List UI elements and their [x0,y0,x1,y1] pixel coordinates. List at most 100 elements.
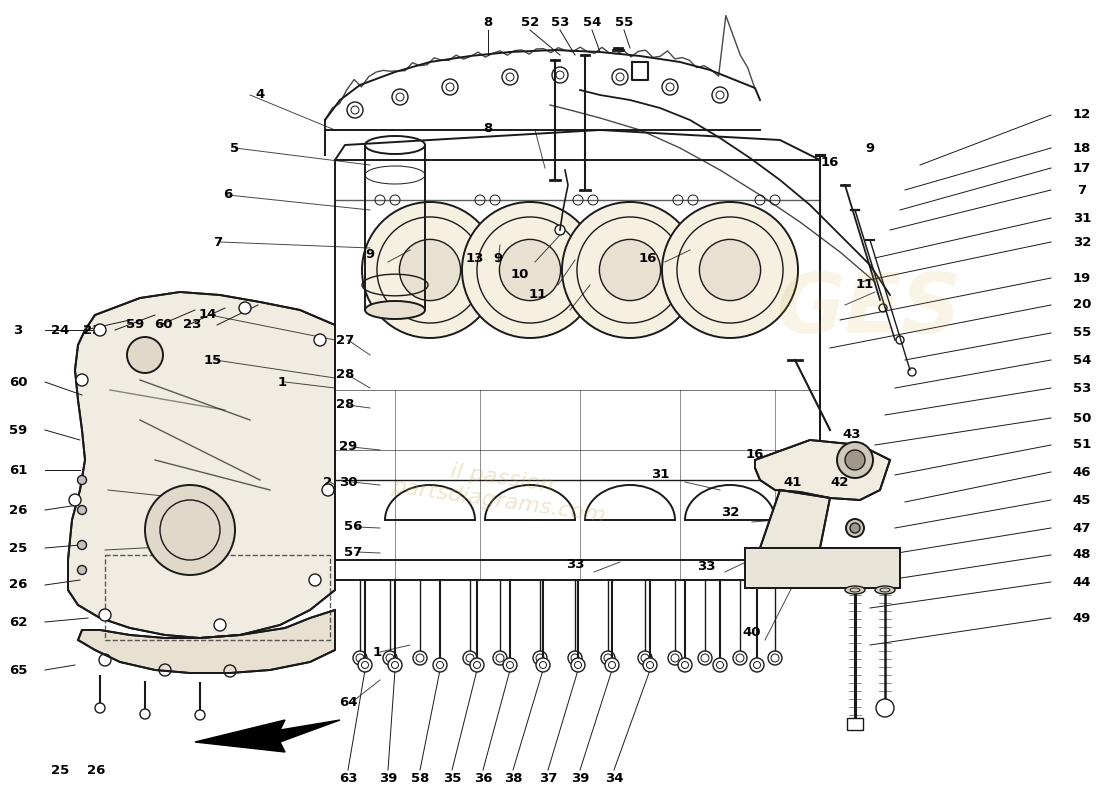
Text: 18: 18 [1072,142,1091,154]
Circle shape [896,336,904,344]
Circle shape [668,651,682,665]
Circle shape [733,651,747,665]
Circle shape [499,239,561,301]
Circle shape [76,374,88,386]
Circle shape [662,202,798,338]
Circle shape [388,658,401,672]
Text: GES: GES [778,270,962,350]
Circle shape [562,202,698,338]
Text: 1: 1 [373,646,382,658]
Text: 30: 30 [339,475,358,489]
Circle shape [750,658,764,672]
Text: 45: 45 [1072,494,1091,506]
Circle shape [383,651,397,665]
Text: 3: 3 [13,323,23,337]
Text: 62: 62 [9,615,28,629]
Text: 14: 14 [199,309,217,322]
Circle shape [463,651,477,665]
Circle shape [140,709,150,719]
Circle shape [568,651,582,665]
Polygon shape [68,292,336,638]
Text: 16: 16 [746,449,764,462]
Polygon shape [760,490,830,548]
Text: 59: 59 [125,318,144,331]
Circle shape [600,239,661,301]
Text: 41: 41 [784,477,802,490]
Text: 43: 43 [843,429,861,442]
Text: 37: 37 [539,771,558,785]
Circle shape [700,239,760,301]
Text: 56: 56 [344,521,362,534]
Circle shape [462,202,598,338]
Circle shape [837,442,873,478]
Circle shape [362,202,498,338]
Text: 54: 54 [583,15,602,29]
Text: 33: 33 [565,558,584,571]
Text: 25: 25 [51,763,69,777]
Circle shape [534,651,547,665]
Text: 28: 28 [336,398,354,411]
Circle shape [77,541,87,550]
Polygon shape [745,548,900,588]
Text: 55: 55 [615,15,634,29]
Ellipse shape [874,586,895,594]
Text: 32: 32 [1072,235,1091,249]
Circle shape [850,523,860,533]
Circle shape [503,658,517,672]
Text: 65: 65 [9,663,28,677]
Text: 19: 19 [1072,271,1091,285]
Bar [847,718,864,730]
Text: 23: 23 [82,323,101,337]
Circle shape [77,506,87,514]
Circle shape [556,225,565,235]
Text: 38: 38 [504,771,522,785]
Circle shape [908,368,916,376]
Text: 55: 55 [1072,326,1091,339]
Circle shape [678,658,692,672]
Circle shape [353,651,367,665]
Text: 26: 26 [9,503,28,517]
Circle shape [99,609,111,621]
Text: 57: 57 [344,546,362,558]
Text: 60: 60 [154,318,173,331]
Text: 40: 40 [742,626,761,638]
Circle shape [571,658,585,672]
Circle shape [493,651,507,665]
Circle shape [214,619,225,631]
Text: 31: 31 [651,469,669,482]
Text: 25: 25 [9,542,28,554]
Circle shape [195,710,205,720]
Text: 61: 61 [9,463,28,477]
Circle shape [845,450,865,470]
Text: 54: 54 [1072,354,1091,366]
Text: 60: 60 [9,375,28,389]
Text: 2: 2 [323,475,332,489]
Text: 42: 42 [830,477,849,490]
Text: 39: 39 [378,771,397,785]
Text: 49: 49 [1072,611,1091,625]
Text: 29: 29 [339,441,358,454]
Text: 34: 34 [605,771,624,785]
Text: 63: 63 [339,771,358,785]
Polygon shape [755,440,890,500]
Text: 15: 15 [204,354,222,366]
Text: 12: 12 [1072,109,1091,122]
Circle shape [698,651,712,665]
Text: 33: 33 [696,559,715,573]
Text: 11: 11 [529,289,547,302]
Text: 17: 17 [1072,162,1091,174]
Text: 16: 16 [821,155,839,169]
Circle shape [846,519,864,537]
Text: 7: 7 [213,235,222,249]
Circle shape [126,337,163,373]
Text: 20: 20 [1072,298,1091,311]
Text: 50: 50 [1072,411,1091,425]
Text: 6: 6 [223,189,232,202]
Text: 47: 47 [1072,522,1091,534]
Text: 44: 44 [1072,575,1091,589]
Text: 31: 31 [1072,211,1091,225]
Ellipse shape [365,301,425,319]
Text: 35: 35 [443,771,461,785]
Text: 13: 13 [465,251,484,265]
Circle shape [322,484,334,496]
